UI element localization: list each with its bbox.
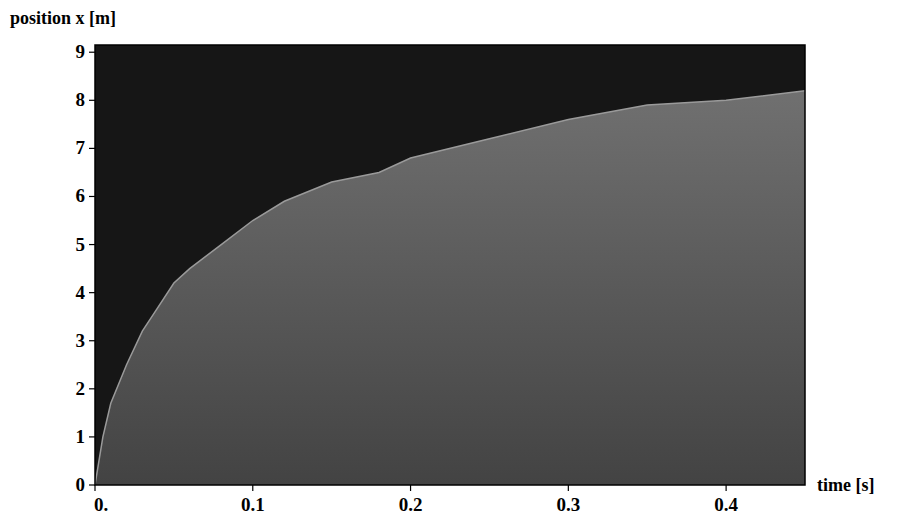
- x-tick-label: 0.1: [241, 494, 265, 515]
- y-tick: [89, 484, 95, 485]
- y-tick: [89, 52, 95, 53]
- y-tick-label: 8: [76, 89, 86, 110]
- x-axis-title: time [s]: [817, 475, 874, 495]
- x-tick-label: 0.: [94, 494, 108, 515]
- plot-area: [95, 91, 805, 485]
- chart: 0 1 2 3 4 5 6 7 8 9 0. 0.1 0.2 0.3 0.4 position x [m] ti…: [0, 0, 921, 531]
- y-tick: [89, 388, 95, 389]
- y-tick-label: 7: [76, 137, 86, 158]
- x-tick-label: 0.2: [399, 494, 423, 515]
- area-edge: [95, 91, 805, 485]
- x-tick: [94, 485, 95, 491]
- y-axis-title: position x [m]: [10, 8, 116, 28]
- y-tick-label: 6: [76, 185, 86, 206]
- plot-background: [95, 45, 805, 485]
- plot-frame: [95, 45, 805, 485]
- y-tick: [89, 244, 95, 245]
- y-tick: [89, 436, 95, 437]
- x-tick: [726, 485, 727, 491]
- y-tick-label: 1: [76, 426, 86, 447]
- x-tick-label: 0.3: [556, 494, 580, 515]
- y-tick-label: 4: [76, 282, 86, 303]
- y-tick: [89, 100, 95, 101]
- x-tick-label: 0.4: [714, 494, 738, 515]
- y-tick: [89, 292, 95, 293]
- x-tick: [252, 485, 253, 491]
- y-tick: [89, 196, 95, 197]
- x-tick: [410, 485, 411, 491]
- y-tick-label: 0: [76, 474, 86, 495]
- y-tick-label: 2: [76, 378, 86, 399]
- y-tick-label: 5: [76, 234, 86, 255]
- y-tick: [89, 148, 95, 149]
- area: [95, 91, 805, 485]
- y-tick-label: 9: [76, 41, 86, 62]
- y-tick: [89, 340, 95, 341]
- x-tick: [568, 485, 569, 491]
- y-tick-label: 3: [76, 330, 86, 351]
